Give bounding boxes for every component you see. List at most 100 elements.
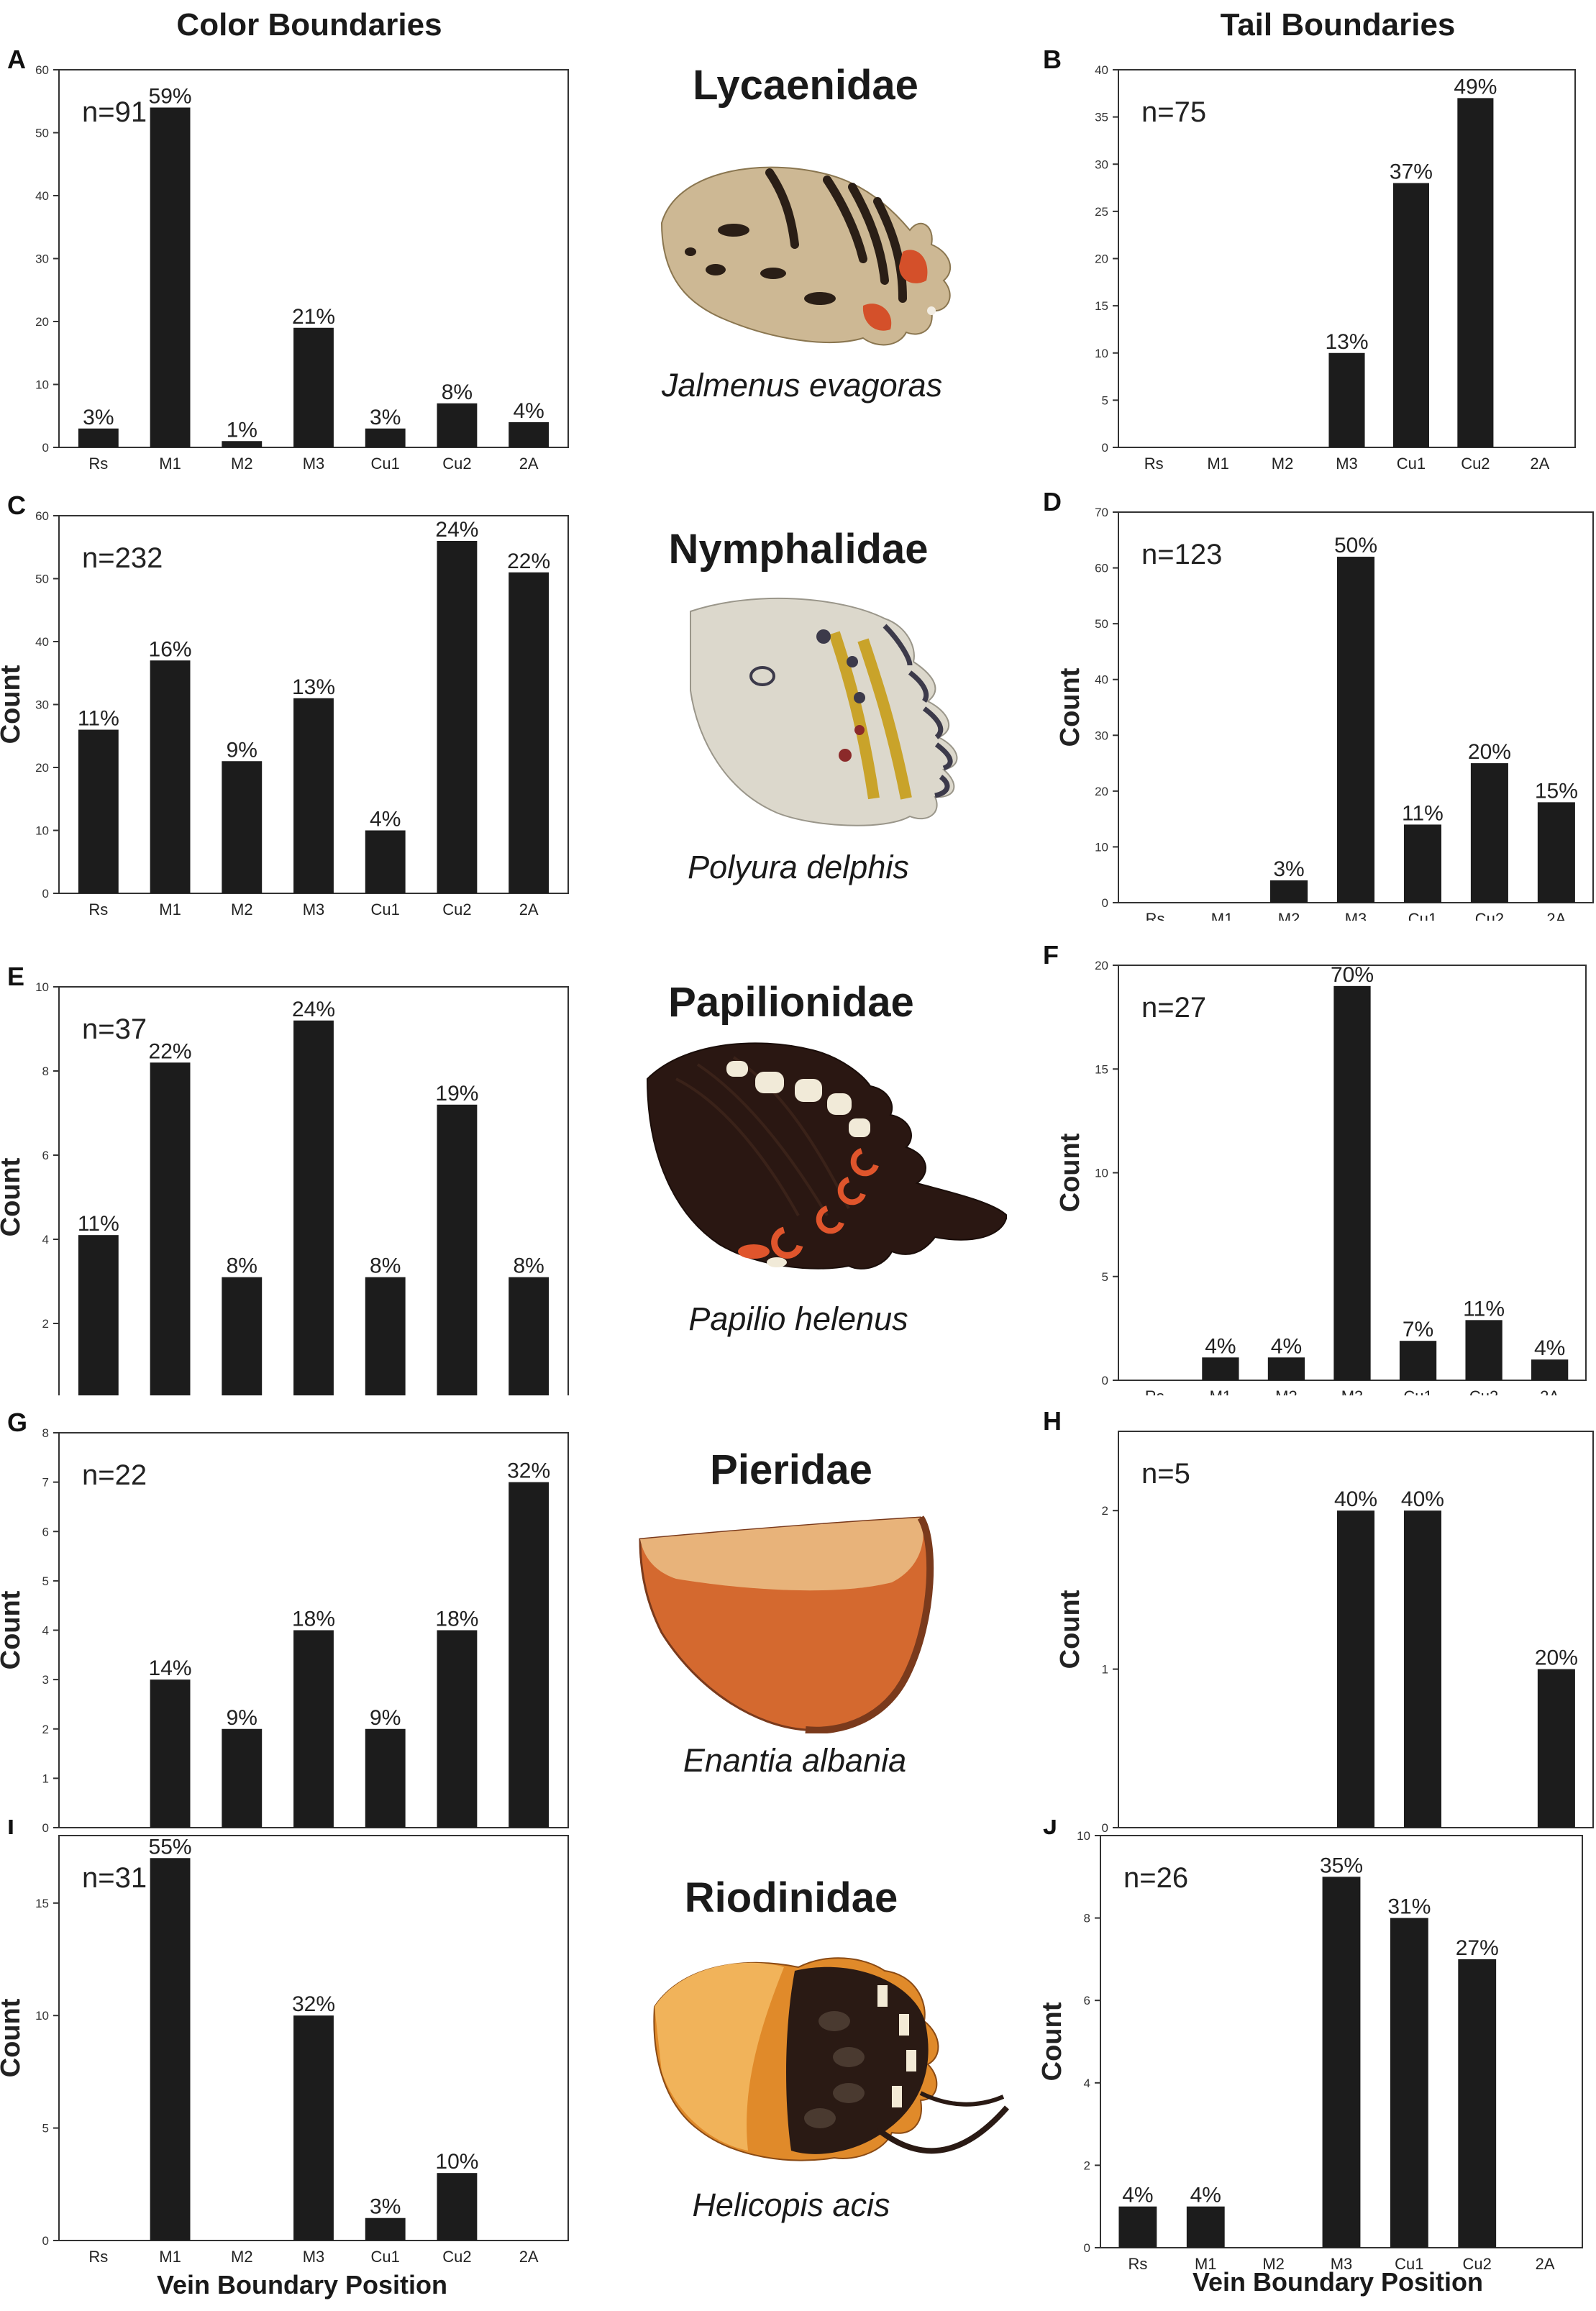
y-tick-label-j: 2 <box>1084 2159 1090 2172</box>
x-tick-label-a-cu2: Cu2 <box>442 455 471 473</box>
data-label-e-cu2: 19% <box>435 1082 478 1106</box>
bar-e-m2 <box>222 1277 263 1395</box>
species-name-papilio-helenus: Papilio helenus <box>688 1300 908 1337</box>
panel-letter-f: F <box>1043 940 1059 970</box>
x-tick-label-i-cu2: Cu2 <box>442 2248 471 2266</box>
x-tick-label-a-cu1: Cu1 <box>371 455 400 473</box>
bar-i-m3 <box>293 2015 334 2241</box>
data-label-e-m2: 8% <box>227 1254 257 1278</box>
data-label-g-2a: 32% <box>507 1459 550 1483</box>
y-tick-label-h: 0 <box>1102 1821 1108 1834</box>
y-tick-label-d: 30 <box>1095 729 1108 742</box>
y-tick-label-b: 10 <box>1095 347 1108 360</box>
bar-d-m2 <box>1270 880 1308 903</box>
bar-b-m3 <box>1328 352 1365 447</box>
x-tick-label-a-m2: M2 <box>231 455 253 473</box>
data-label-a-2a: 4% <box>513 399 544 423</box>
n-label-c: n=232 <box>82 542 163 574</box>
x-tick-label-i-m2: M2 <box>231 2248 253 2266</box>
data-label-e-cu1: 8% <box>370 1254 401 1278</box>
chart-panel-j: J 0 2 4 6 8 10 Count n=26 4% Rs 4% M1 M2 35% M3 31% Cu1 27… <box>1037 1820 1583 2273</box>
bar-d-cu2 <box>1470 763 1508 903</box>
y-axis-label-c: Count <box>0 665 26 744</box>
y-tick-label-b: 15 <box>1095 299 1108 313</box>
bar-i-m1 <box>150 1858 191 2241</box>
data-label-a-m2: 1% <box>227 418 257 442</box>
species-name-enantia-albania: Enantia albania <box>683 1742 907 1779</box>
y-axis-label-f: Count <box>1055 1133 1085 1212</box>
x-tick-label-f-cu2: Cu2 <box>1469 1387 1498 1395</box>
data-label-j-cu1: 31% <box>1387 1895 1431 1919</box>
data-label-g-m3: 18% <box>292 1608 335 1631</box>
bar-h-2a <box>1537 1669 1575 1828</box>
y-tick-label-b: 40 <box>1095 63 1108 77</box>
data-label-b-cu1: 37% <box>1390 160 1433 184</box>
data-label-j-rs: 4% <box>1122 2184 1153 2207</box>
species-name-helicopis-acis: Helicopis acis <box>692 2187 890 2223</box>
data-label-h-2a: 20% <box>1535 1646 1578 1670</box>
bar-c-cu1 <box>365 830 406 893</box>
x-tick-label-i-m3: M3 <box>303 2248 325 2266</box>
bar-g-2a <box>509 1482 550 1828</box>
bar-g-m1 <box>150 1679 191 1828</box>
y-tick-label-d: 10 <box>1095 840 1108 854</box>
y-tick-label-c: 40 <box>35 635 49 649</box>
y-tick-label-j: 0 <box>1084 2241 1090 2255</box>
y-tick-label-g: 0 <box>42 1821 49 1834</box>
data-label-f-m2: 4% <box>1271 1334 1302 1358</box>
y-axis-label-h: Count <box>1055 1590 1085 1669</box>
species-name-jalmenus-evagoras: Jalmenus evagoras <box>661 367 943 404</box>
y-tick-label-d: 40 <box>1095 673 1108 687</box>
y-tick-label-j: 8 <box>1084 1912 1090 1925</box>
y-tick-label-g: 4 <box>42 1624 49 1638</box>
data-label-b-m3: 13% <box>1325 330 1368 354</box>
bar-a-rs <box>78 428 119 447</box>
data-label-a-cu1: 3% <box>370 406 401 429</box>
x-tick-label-j-m2: M2 <box>1262 2255 1285 2273</box>
bar-e-m3 <box>293 1020 334 1395</box>
data-label-f-cu1: 7% <box>1403 1318 1433 1341</box>
bar-c-2a <box>509 572 550 893</box>
bar-f-m3 <box>1333 985 1371 1380</box>
x-tick-label-a-m1: M1 <box>159 455 181 473</box>
y-tick-label-d: 50 <box>1095 617 1108 631</box>
data-label-f-cu2: 11% <box>1463 1297 1505 1321</box>
x-tick-label-c-m3: M3 <box>303 901 325 919</box>
x-tick-label-f-m1: M1 <box>1210 1387 1232 1395</box>
color-boundaries-title: Color Boundaries <box>176 7 442 42</box>
y-tick-label-c: 10 <box>35 824 49 838</box>
bar-j-rs <box>1118 2206 1157 2248</box>
y-tick-label-i: 5 <box>42 2122 49 2135</box>
chart-panel-e: E0246810Countn=3711%Rs22%M18%M224%M38%Cu… <box>0 962 569 1395</box>
y-axis-label-j: Count <box>1037 2002 1067 2081</box>
y-tick-label-j: 6 <box>1084 1994 1090 2007</box>
y-tick-label-b: 20 <box>1095 252 1108 266</box>
x-axis-title-tail: Vein Boundary Position <box>1192 2267 1484 2297</box>
x-tick-label-i-m1: M1 <box>159 2248 181 2266</box>
y-tick-label-c: 50 <box>35 573 49 586</box>
y-axis-label-e: Count <box>0 1157 26 1236</box>
bar-a-2a <box>509 422 550 447</box>
bar-d-m3 <box>1336 557 1375 903</box>
x-tick-label-i-cu1: Cu1 <box>371 2248 400 2266</box>
x-tick-label-i-2a: 2A <box>519 2248 539 2266</box>
y-tick-label-e: 2 <box>42 1317 49 1331</box>
y-tick-label-d: 60 <box>1095 562 1108 575</box>
data-label-i-m1: 55% <box>149 1835 192 1859</box>
y-tick-label-a: 60 <box>35 63 49 77</box>
x-tick-label-a-2a: 2A <box>519 455 539 473</box>
x-tick-label-j-cu2: Cu2 <box>1463 2255 1492 2273</box>
panel-letter-c: C <box>7 491 26 520</box>
x-tick-label-b-cu1: Cu1 <box>1397 455 1426 473</box>
panel-letter-e: E <box>7 962 24 991</box>
y-tick-label-c: 20 <box>35 761 49 775</box>
bar-j-m1 <box>1186 2206 1225 2248</box>
data-label-a-rs: 3% <box>83 406 114 429</box>
wing-illustration-papilionidae <box>646 1042 1007 1270</box>
data-label-h-cu1: 40% <box>1401 1487 1444 1511</box>
bar-b-cu1 <box>1392 183 1429 447</box>
x-tick-label-c-m1: M1 <box>159 901 181 919</box>
wing-illustration-riodinidae <box>653 1957 1010 2161</box>
data-label-c-rs: 11% <box>78 707 119 731</box>
x-tick-label-c-rs: Rs <box>88 901 108 919</box>
